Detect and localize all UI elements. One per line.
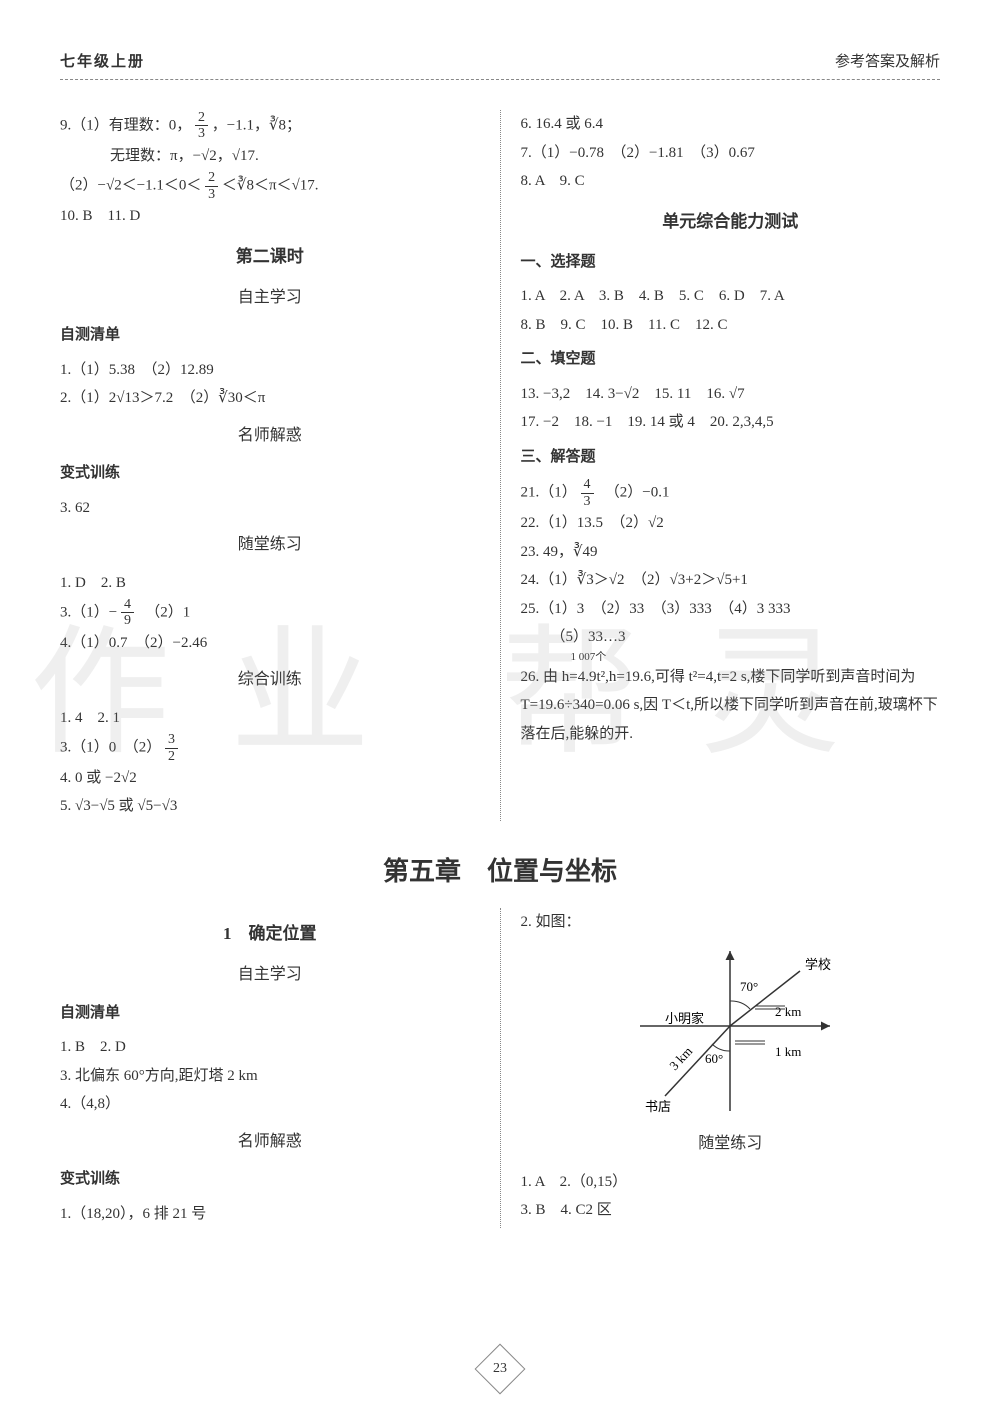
subsection-title: 随堂练习: [521, 1129, 941, 1159]
answer-line: 1.（18,20），6 排 21 号: [60, 1200, 480, 1229]
answer-line: 3.（1）0 （2） 32: [60, 732, 480, 764]
answer-line: 6. 16.4 或 6.4: [521, 110, 941, 139]
answer-line: 1. 4 2. 1: [60, 704, 480, 733]
answer-line: （2）−√2＜−1.1＜0＜ 23 ＜∛8＜π＜√17.: [60, 170, 480, 202]
answer-line: 25.（1）3 （2）33 （3）333 （4）3 333: [521, 595, 941, 624]
answer-line: 21.（1） 43 （2）−0.1: [521, 477, 941, 509]
page-header: 七年级上册 参考答案及解析: [60, 50, 940, 80]
subsection-title: 随堂练习: [60, 530, 480, 560]
answer-line: 7.（1）−0.78 （2）−1.81 （3）0.67: [521, 139, 941, 168]
answer-line: 1. A 2.（0,15）: [521, 1168, 941, 1197]
chapter-title: 第五章 位置与坐标: [60, 851, 940, 888]
sub-heading: 自测清单: [60, 999, 480, 1028]
svg-text:70°: 70°: [740, 979, 758, 994]
answer-line: 3.（1）− 49 （2）1: [60, 597, 480, 629]
header-right: 参考答案及解析: [835, 50, 940, 71]
answer-line: 4.（4,8）: [60, 1090, 480, 1119]
subsection-title: 自主学习: [60, 283, 480, 313]
answer-line: 4.（1）0.7 （2）−2.46: [60, 629, 480, 658]
svg-text:书店: 书店: [645, 1099, 671, 1114]
subsection-title: 名师解惑: [60, 1127, 480, 1157]
sub-heading: 自测清单: [60, 321, 480, 350]
answer-line: 17. −2 18. −1 19. 14 或 4 20. 2,3,4,5: [521, 408, 941, 437]
answer-line: 1.（1）5.38 （2）12.89: [60, 356, 480, 385]
column-divider: [500, 908, 501, 1228]
subsection-title: 名师解惑: [60, 421, 480, 451]
answer-line: （5）33…3 1 007个: [521, 623, 941, 663]
sub-heading: 三、解答题: [521, 443, 941, 472]
answer-line: 3. B 4. C2 区: [521, 1196, 941, 1225]
answer-line: 2. 如图：: [521, 908, 941, 937]
subsection-title: 自主学习: [60, 960, 480, 990]
bottom-content: 1 确定位置 自主学习 自测清单 1. B 2. D 3. 北偏东 60°方向,…: [60, 908, 940, 1228]
answer-line: 23. 49，∛49: [521, 538, 941, 567]
answer-line: 2.（1）2√13＞7.2 （2）∛30＜π: [60, 384, 480, 413]
answer-line: 1. B 2. D: [60, 1033, 480, 1062]
header-left: 七年级上册: [60, 50, 145, 71]
section-title: 单元综合能力测试: [521, 206, 941, 238]
answer-line: 26. 由 h=4.9t²,h=19.6,可得 t²=4,t=2 s,楼下同学听…: [521, 663, 941, 749]
right-column: 6. 16.4 或 6.4 7.（1）−0.78 （2）−1.81 （3）0.6…: [521, 110, 941, 821]
answer-line: 3. 62: [60, 494, 480, 523]
answer-line: 9.（1）有理数：0， 23 ，−1.1，∛8；: [60, 110, 480, 142]
section-title: 第二课时: [60, 241, 480, 273]
coordinate-diagram: 70° 60° 学校 小明家 书店 2 km 1 km 3 km: [590, 941, 870, 1121]
left-column: 9.（1）有理数：0， 23 ，−1.1，∛8； 无理数：π，−√2，√17. …: [60, 110, 480, 821]
svg-text:小明家: 小明家: [665, 1011, 704, 1026]
sub-heading: 变式训练: [60, 1165, 480, 1194]
sub-heading: 二、填空题: [521, 345, 941, 374]
bottom-left-column: 1 确定位置 自主学习 自测清单 1. B 2. D 3. 北偏东 60°方向,…: [60, 908, 480, 1228]
bottom-right-column: 2. 如图： 70° 60° 学校 小明家 书店 2 km: [521, 908, 941, 1228]
main-content: 9.（1）有理数：0， 23 ，−1.1，∛8； 无理数：π，−√2，√17. …: [60, 110, 940, 821]
answer-line: 10. B 11. D: [60, 202, 480, 231]
svg-text:1 km: 1 km: [775, 1044, 801, 1059]
answer-line: 13. −3,2 14. 3−√2 15. 11 16. √7: [521, 380, 941, 409]
answer-line: 8. A 9. C: [521, 167, 941, 196]
answer-line: 1. A 2. A 3. B 4. B 5. C 6. D 7. A: [521, 282, 941, 311]
sub-heading: 变式训练: [60, 459, 480, 488]
answer-line: 8. B 9. C 10. B 11. C 12. C: [521, 311, 941, 340]
answer-line: 4. 0 或 −2√2: [60, 764, 480, 793]
answer-line: 3. 北偏东 60°方向,距灯塔 2 km: [60, 1062, 480, 1091]
section-title: 1 确定位置: [60, 918, 480, 950]
column-divider: [500, 110, 501, 821]
svg-text:60°: 60°: [705, 1051, 723, 1066]
answer-line: 1. D 2. B: [60, 569, 480, 598]
answer-line: 22.（1）13.5 （2）√2: [521, 509, 941, 538]
subsection-title: 综合训练: [60, 665, 480, 695]
page-number: 23: [475, 1344, 526, 1395]
svg-text:学校: 学校: [805, 957, 831, 972]
answer-line: 无理数：π，−√2，√17.: [60, 142, 480, 171]
answer-line: 24.（1）∛3＞√2 （2）√3+2＞√5+1: [521, 566, 941, 595]
sub-heading: 一、选择题: [521, 248, 941, 277]
answer-line: 5. √3−√5 或 √5−√3: [60, 792, 480, 821]
